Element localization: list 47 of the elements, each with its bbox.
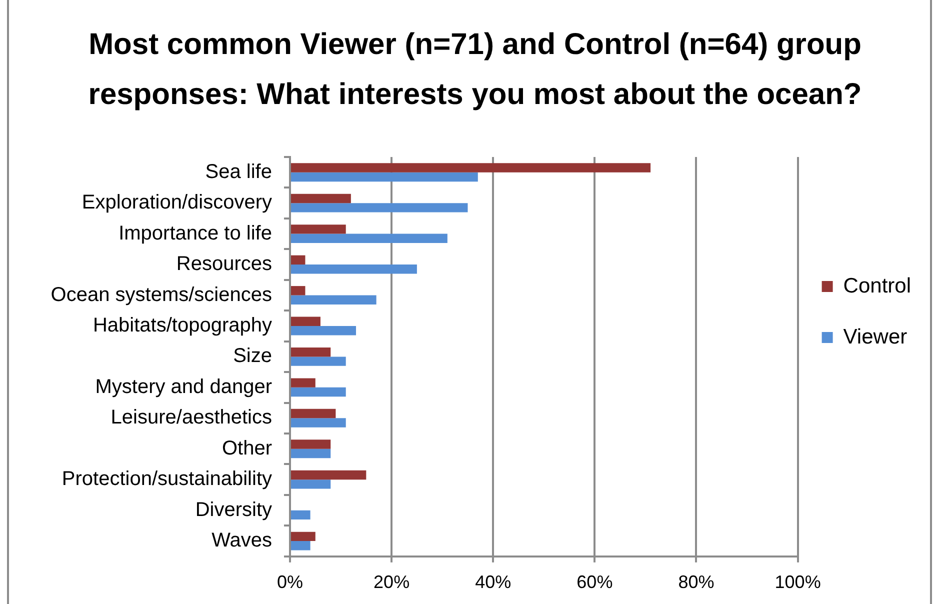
- bar: [291, 408, 336, 418]
- y-tick-label: Ocean systems/sciences: [50, 284, 272, 306]
- bar: [291, 203, 468, 212]
- y-tick-label: Resources: [176, 253, 272, 276]
- bar: [291, 295, 376, 304]
- bar: [291, 326, 356, 336]
- x-tick-label: 60%: [576, 572, 613, 592]
- bar: [291, 255, 306, 265]
- y-tick-label: Leisure/aesthetics: [110, 406, 272, 429]
- bar: [291, 480, 331, 489]
- bar: [291, 378, 316, 388]
- bar: [291, 234, 448, 244]
- x-tick-label: 100%: [774, 572, 821, 592]
- y-tick-label: Importance to life: [118, 222, 272, 244]
- bar: [291, 356, 346, 366]
- x-tick-label: 0%: [276, 572, 304, 592]
- y-tick-label: Size: [233, 345, 272, 368]
- bar: [291, 510, 310, 520]
- x-tick-label: 80%: [678, 572, 714, 592]
- bar: [291, 448, 331, 458]
- bar: [291, 532, 316, 542]
- y-tick-label: Protection/sustainability: [62, 468, 272, 490]
- bar: [291, 440, 331, 449]
- bar: [291, 541, 310, 550]
- y-tick-label: Other: [222, 437, 272, 460]
- bar: [291, 286, 306, 296]
- bar: [291, 418, 346, 428]
- bar: [291, 172, 478, 182]
- bar: [291, 470, 366, 480]
- bar: [291, 163, 651, 172]
- chart-title: Most common Viewer (n=71) and Control (n=64) group responses: What interests you most about the ocean?: [87, 27, 863, 113]
- bar: [291, 224, 346, 234]
- x-tick-label: 20%: [374, 572, 410, 592]
- bar: [291, 194, 351, 204]
- legend-label: Control: [843, 274, 912, 298]
- y-tick-label: Mystery and danger: [95, 376, 272, 398]
- x-tick-label: 40%: [475, 572, 512, 592]
- legend-label: Viewer: [843, 325, 908, 348]
- y-tick-label: Habitats/topography: [92, 314, 272, 336]
- bar: [291, 264, 417, 274]
- bar: [291, 316, 320, 326]
- y-tick-label: Sea life: [205, 160, 272, 183]
- y-tick-label: Exploration/discovery: [82, 192, 272, 214]
- y-tick-label: Waves: [212, 530, 272, 552]
- bar: [291, 387, 346, 397]
- bar: [291, 347, 331, 357]
- y-tick-label: Diversity: [195, 498, 272, 521]
